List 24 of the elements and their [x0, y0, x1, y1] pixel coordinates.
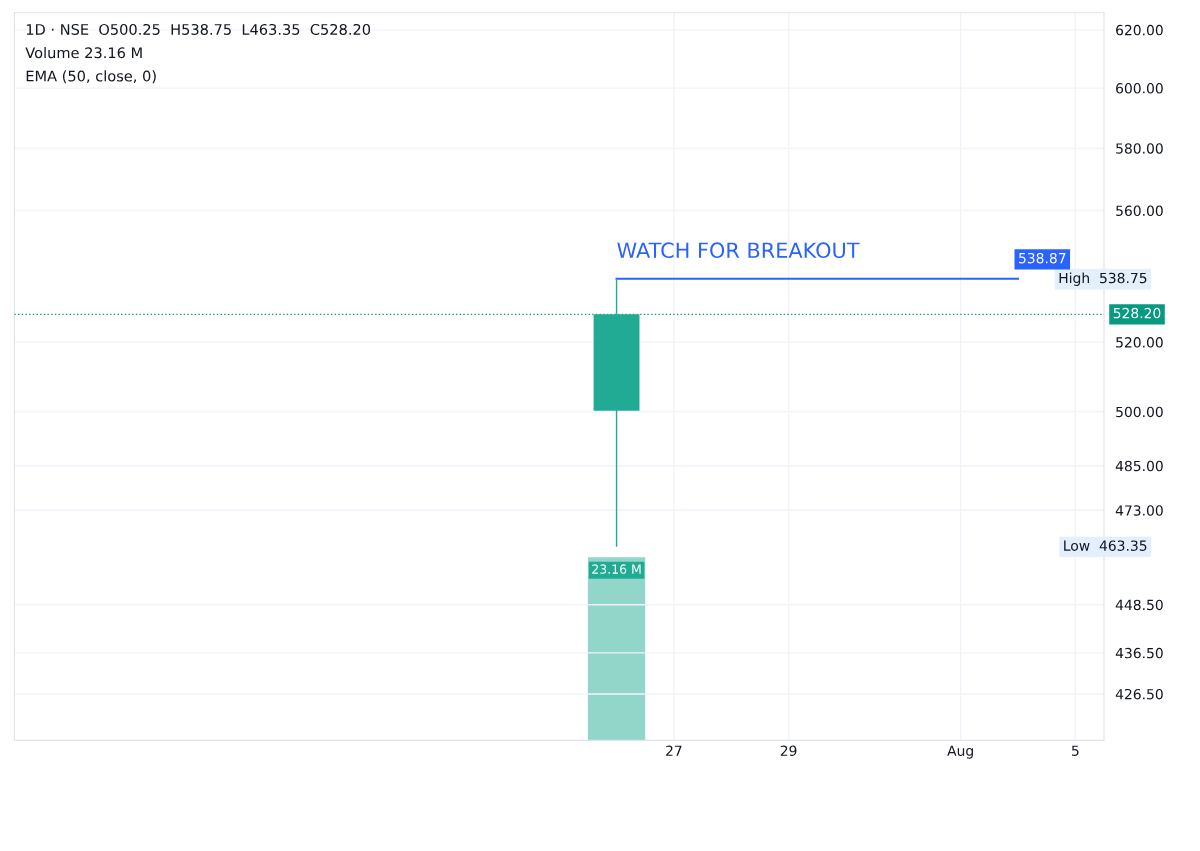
annotation: EMA (50, close, 0)	[26, 70, 156, 84]
annotation: High 538.75	[1059, 272, 1147, 286]
y-tick-label: 620.00	[1116, 24, 1163, 36]
annotation: Low 463.35	[1064, 540, 1147, 551]
y-tick-label: 473.00	[1115, 505, 1163, 516]
y-tick-label: 436.50	[1115, 647, 1163, 659]
annotation: WATCH FOR BREAKOUT	[617, 242, 860, 259]
data-label: 23.16 M	[592, 564, 641, 574]
y-tick-label: 500.00	[1116, 406, 1163, 418]
ref-line-label: 528.20	[1113, 307, 1161, 319]
y-tick-label: 485.00	[1115, 460, 1163, 472]
y-tick-label: 580.00	[1116, 143, 1163, 154]
x-tick-label: 27	[666, 745, 682, 756]
y-tick-label: 426.50	[1115, 688, 1163, 700]
annotation: Volume 23.16 M	[25, 46, 142, 59]
data-label: 538.87	[1019, 252, 1066, 264]
y-tick-label: 600.00	[1116, 83, 1163, 94]
y-tick-label: 520.00	[1116, 337, 1163, 348]
x-tick-label: 5	[1071, 745, 1079, 756]
x-tick-label: Aug	[947, 745, 973, 759]
y-tick-label: 448.50	[1115, 599, 1163, 611]
text: 1D · NSE O500.25 H538.75 L463.35 C528.20	[26, 23, 371, 35]
y-tick-label: 560.00	[1116, 205, 1163, 217]
x-tick-label: 29	[780, 745, 797, 756]
